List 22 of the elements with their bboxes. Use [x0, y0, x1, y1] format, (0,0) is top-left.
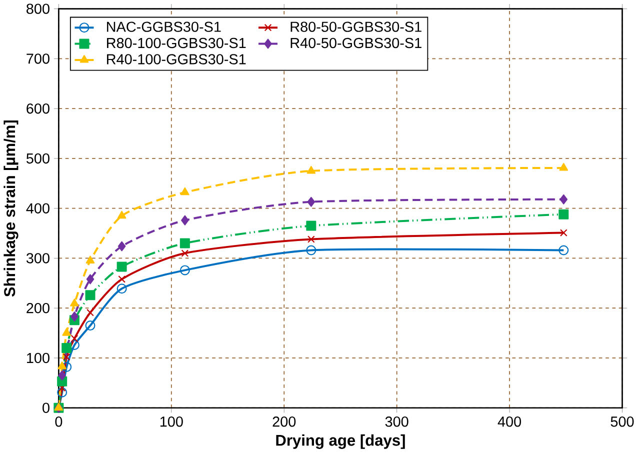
x-tick-label: 500: [610, 416, 634, 427]
x-tick-label: 200: [272, 416, 296, 427]
y-tick-label: 500: [26, 154, 50, 164]
legend-label: R40-50-GGBS30-S1: [290, 38, 422, 48]
legend-label: R80-100-GGBS30-S1: [107, 38, 246, 48]
legend-label: R40-100-GGBS30-S1: [107, 54, 246, 64]
y-tick-label: 800: [26, 4, 50, 14]
legend-label: R80-50-GGBS30-S1: [290, 22, 422, 32]
y-tick-label: 200: [26, 303, 50, 314]
y-tick-label: 300: [26, 253, 50, 264]
x-axis-title: Drying age [days]: [276, 434, 405, 450]
y-axis-title: Shrinkage strain [µm/m]: [4, 120, 18, 297]
x-tick-label: 300: [385, 416, 408, 427]
y-tick-label: 600: [26, 104, 50, 114]
y-tick-label: 400: [26, 203, 50, 214]
x-tick-label: 0: [55, 416, 62, 427]
y-tick-label: 100: [27, 353, 50, 364]
x-tick-label: 100: [160, 416, 183, 427]
y-tick-label: 0: [42, 402, 50, 414]
x-tick-label: 400: [498, 416, 522, 427]
y-tick-label: 700: [26, 54, 50, 64]
legend-label: NAC-GGBS30-S1: [107, 22, 221, 32]
